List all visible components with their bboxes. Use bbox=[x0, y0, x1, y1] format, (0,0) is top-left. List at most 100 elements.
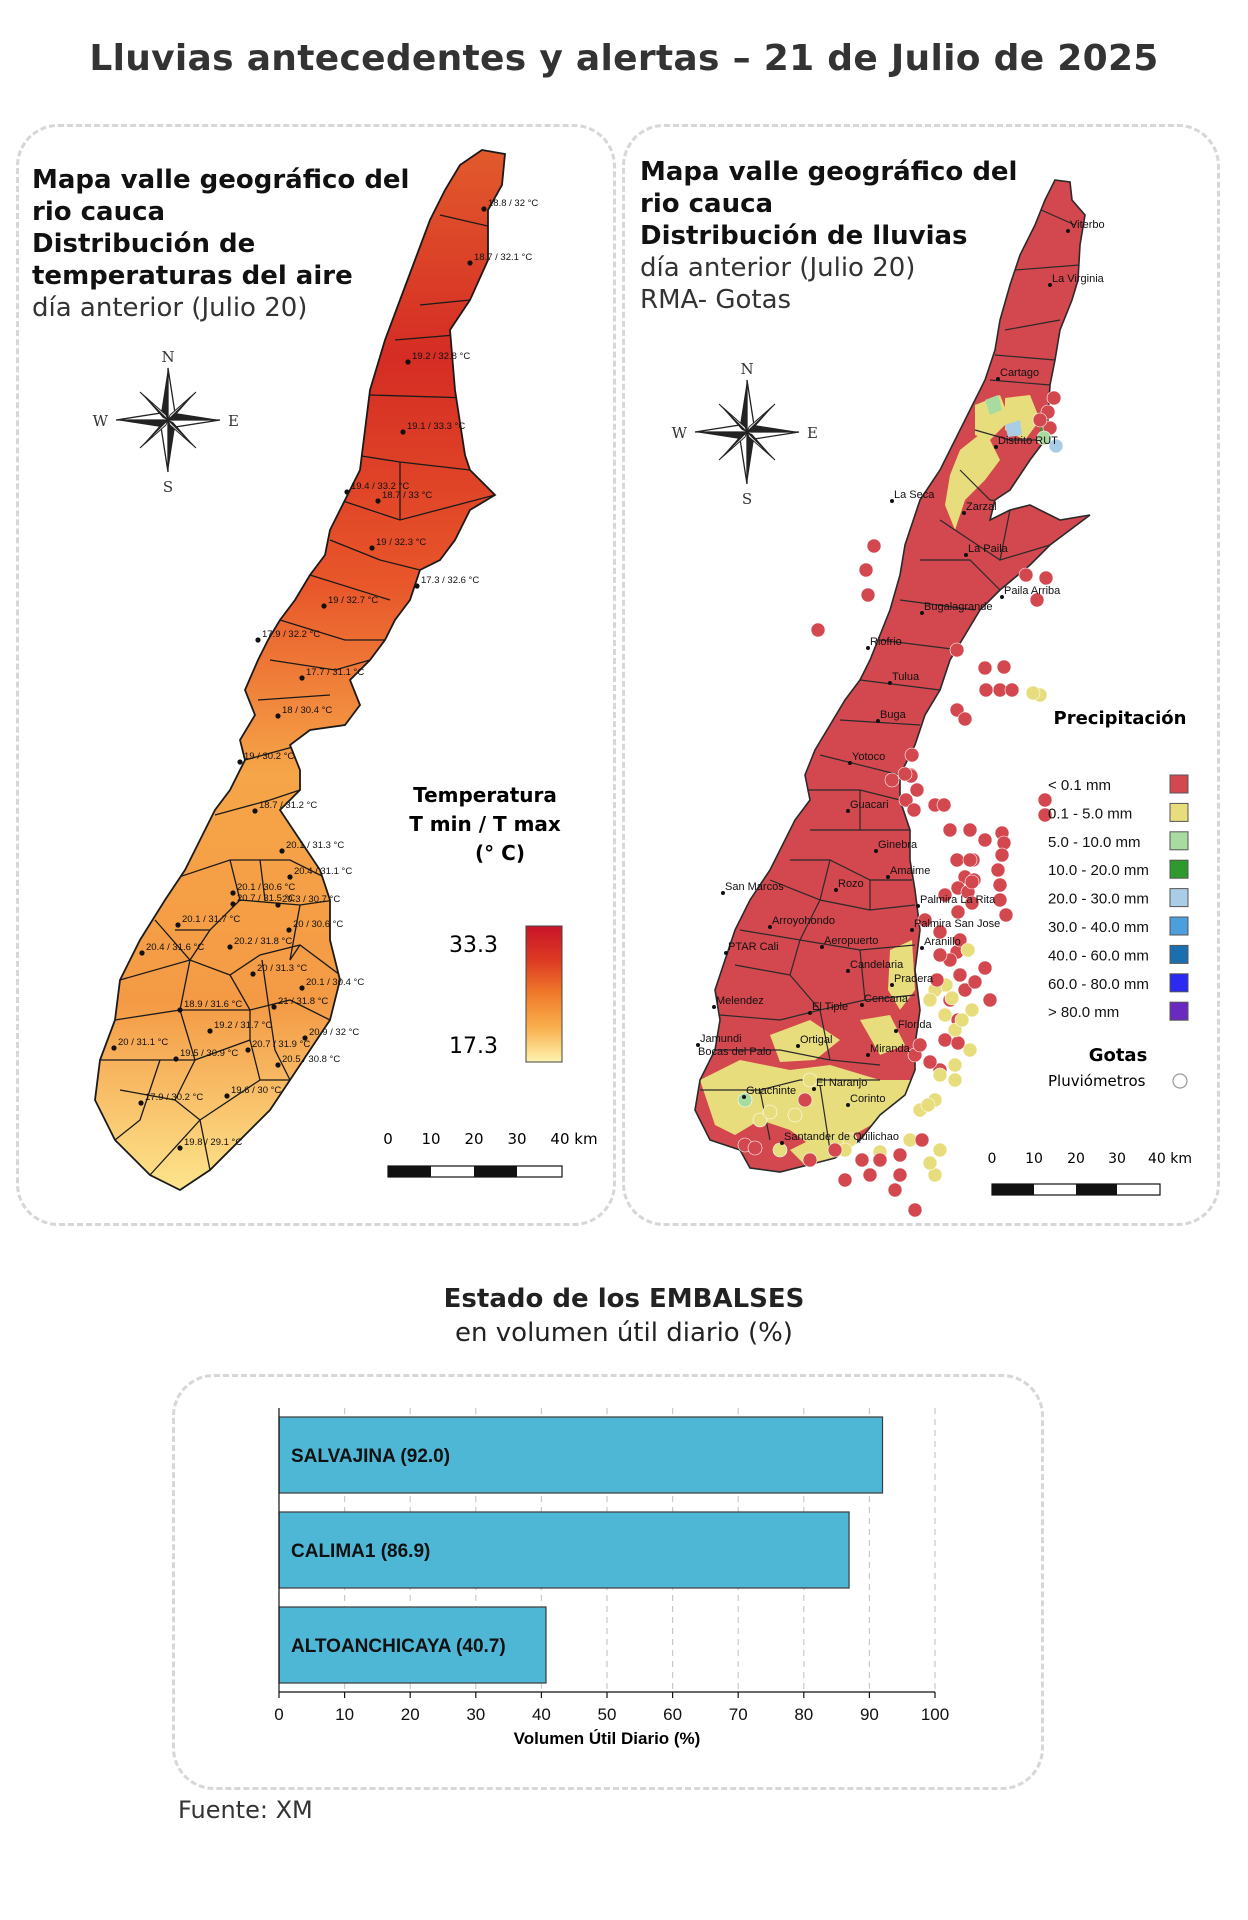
gotas-point bbox=[964, 874, 980, 890]
svg-text:30: 30 bbox=[1108, 1151, 1126, 1167]
gotas-point bbox=[1025, 685, 1041, 701]
station-label: 20.5 / 30.8 °C bbox=[282, 1054, 340, 1065]
gotas-point bbox=[898, 792, 914, 808]
station-label: 20.4 / 31.1 °C bbox=[294, 866, 352, 877]
town-label: Santander de Quilichao bbox=[784, 1131, 899, 1143]
bar-label: CALIMA1 (86.9) bbox=[291, 1541, 430, 1562]
town-label: Florida bbox=[898, 1019, 933, 1031]
gotas-point bbox=[802, 1072, 818, 1088]
station-label: 19 / 32.3 °C bbox=[376, 537, 426, 548]
station-label: 20.3 / 30.7 °C bbox=[282, 894, 340, 905]
station-label: 20.7 / 31.9 °C bbox=[252, 1039, 310, 1050]
station-label: 19.1 / 33.3 °C bbox=[407, 421, 465, 432]
town-label: Aranillo bbox=[924, 936, 961, 948]
gotas-point bbox=[884, 772, 900, 788]
town-marker: La Seca bbox=[890, 489, 935, 503]
town-label: Palmira San Jose bbox=[914, 918, 1000, 930]
svg-text:20: 20 bbox=[1067, 1151, 1085, 1167]
temperature-station: 19.4 / 33.2 °C bbox=[344, 481, 409, 495]
temperature-station: 20.7 / 31.5 °C bbox=[230, 893, 295, 907]
compass-e: E bbox=[228, 412, 239, 430]
bar-label: ALTOANCHICAYA (40.7) bbox=[291, 1636, 506, 1657]
temperature-station: 17.9 / 30.2 °C bbox=[138, 1092, 203, 1106]
gotas-point bbox=[1037, 792, 1053, 808]
gotas-point bbox=[1032, 412, 1048, 428]
gotas-point bbox=[982, 992, 998, 1008]
gotas-point bbox=[932, 1067, 948, 1083]
station-label: 18.8 / 32 °C bbox=[488, 198, 538, 209]
precip-legend-item: 30.0 - 40.0 mm bbox=[1048, 916, 1189, 936]
reservoir-bar: ALTOANCHICAYA (40.7) bbox=[278, 1606, 547, 1684]
svg-text:20: 20 bbox=[464, 1130, 483, 1148]
precip-legend-label: < 0.1 mm bbox=[1048, 777, 1111, 794]
gotas-point bbox=[866, 538, 882, 554]
temperature-station: 18.8 / 32 °C bbox=[481, 198, 538, 212]
gotas-point bbox=[937, 1007, 953, 1023]
town-marker: San Marcos bbox=[721, 881, 784, 895]
x-tick-label: 30 bbox=[466, 1705, 485, 1724]
x-tick-label: 90 bbox=[860, 1705, 879, 1724]
precip-legend-swatch bbox=[1169, 973, 1189, 993]
town-marker: Viterbo bbox=[1066, 219, 1105, 233]
gotas-point bbox=[909, 782, 925, 798]
station-label: 19.5 / 30.9 °C bbox=[180, 1048, 238, 1059]
station-label: 18.9 / 31.6 °C bbox=[184, 999, 242, 1010]
town-label: Corinto bbox=[850, 1093, 885, 1105]
gotas-point bbox=[957, 711, 973, 727]
precip-legend-swatch bbox=[1169, 1001, 1189, 1021]
town-marker: Zarzal bbox=[962, 501, 997, 515]
gotas-point bbox=[977, 660, 993, 676]
station-label: 17.9 / 32.2 °C bbox=[262, 629, 320, 640]
station-label: 19.8 / 29.1 °C bbox=[184, 1137, 242, 1148]
station-label: 20.1 / 31.3 °C bbox=[286, 840, 344, 851]
town-label: Arroyohondo bbox=[772, 915, 835, 927]
precip-legend-swatch bbox=[1169, 944, 1189, 964]
temperature-station: 19.5 / 30.9 °C bbox=[173, 1048, 238, 1062]
x-tick-label: 40 bbox=[532, 1705, 551, 1724]
town-marker: Palmira La Rita bbox=[916, 894, 996, 908]
gotas-point bbox=[998, 907, 1014, 923]
precip-legend-item: 0.1 - 5.0 mm bbox=[1048, 802, 1189, 822]
town-label: Pradera bbox=[894, 973, 934, 985]
town-label: La Paila bbox=[968, 543, 1009, 555]
svg-text:0: 0 bbox=[988, 1151, 997, 1167]
town-marker: Bugalagrande bbox=[920, 601, 993, 615]
precip-legend-swatch bbox=[1169, 888, 1189, 908]
reservoir-bar: SALVAJINA (92.0) bbox=[278, 1416, 884, 1494]
precip-legend-swatch bbox=[1169, 831, 1189, 851]
town-label: Yotoco bbox=[852, 751, 885, 763]
gotas-point bbox=[967, 974, 983, 990]
town-label: Cartago bbox=[1000, 367, 1039, 379]
station-label: 18.7 / 33 °C bbox=[382, 490, 432, 501]
temperature-station: 20 / 31.3 °C bbox=[250, 963, 307, 977]
gotas-point bbox=[932, 924, 948, 940]
gotas-point bbox=[944, 990, 960, 1006]
legend-subtitle: T min / T max bbox=[409, 812, 561, 836]
svg-text:W: W bbox=[672, 424, 688, 442]
town-marker: Guachinte bbox=[742, 1085, 796, 1099]
precip-legend-item: 60.0 - 80.0 mm bbox=[1048, 973, 1189, 993]
temperature-station: 20 / 31.1 °C bbox=[111, 1037, 168, 1051]
temperature-station: 20.1 / 30.6 °C bbox=[230, 882, 295, 896]
temperature-station: 20.5 / 30.8 °C bbox=[275, 1054, 340, 1068]
town-label: PTAR Cali bbox=[728, 941, 779, 953]
temperature-station: 17.3 / 32.6 °C bbox=[414, 575, 479, 589]
station-label: 21 / 31.8 °C bbox=[278, 996, 328, 1007]
town-label: Buga bbox=[880, 709, 907, 721]
station-label: 19.4 / 33.2 °C bbox=[351, 481, 409, 492]
compass-s: S bbox=[163, 478, 173, 496]
gotas-point bbox=[810, 622, 826, 638]
town-label: Guachinte bbox=[746, 1085, 796, 1097]
x-axis-label: Volumen Útil Diario (%) bbox=[514, 1729, 701, 1748]
pluviometros-label: Pluviómetros bbox=[1048, 1072, 1146, 1090]
svg-text:S: S bbox=[742, 490, 752, 508]
gotas-point bbox=[858, 562, 874, 578]
town-marker: El Naranjo bbox=[812, 1077, 867, 1091]
gotas-point bbox=[920, 1097, 936, 1113]
town-label: Aeropuerto bbox=[824, 935, 878, 947]
gotas-point bbox=[1048, 438, 1064, 454]
gotas-point bbox=[949, 642, 965, 658]
gotas-point bbox=[996, 659, 1012, 675]
